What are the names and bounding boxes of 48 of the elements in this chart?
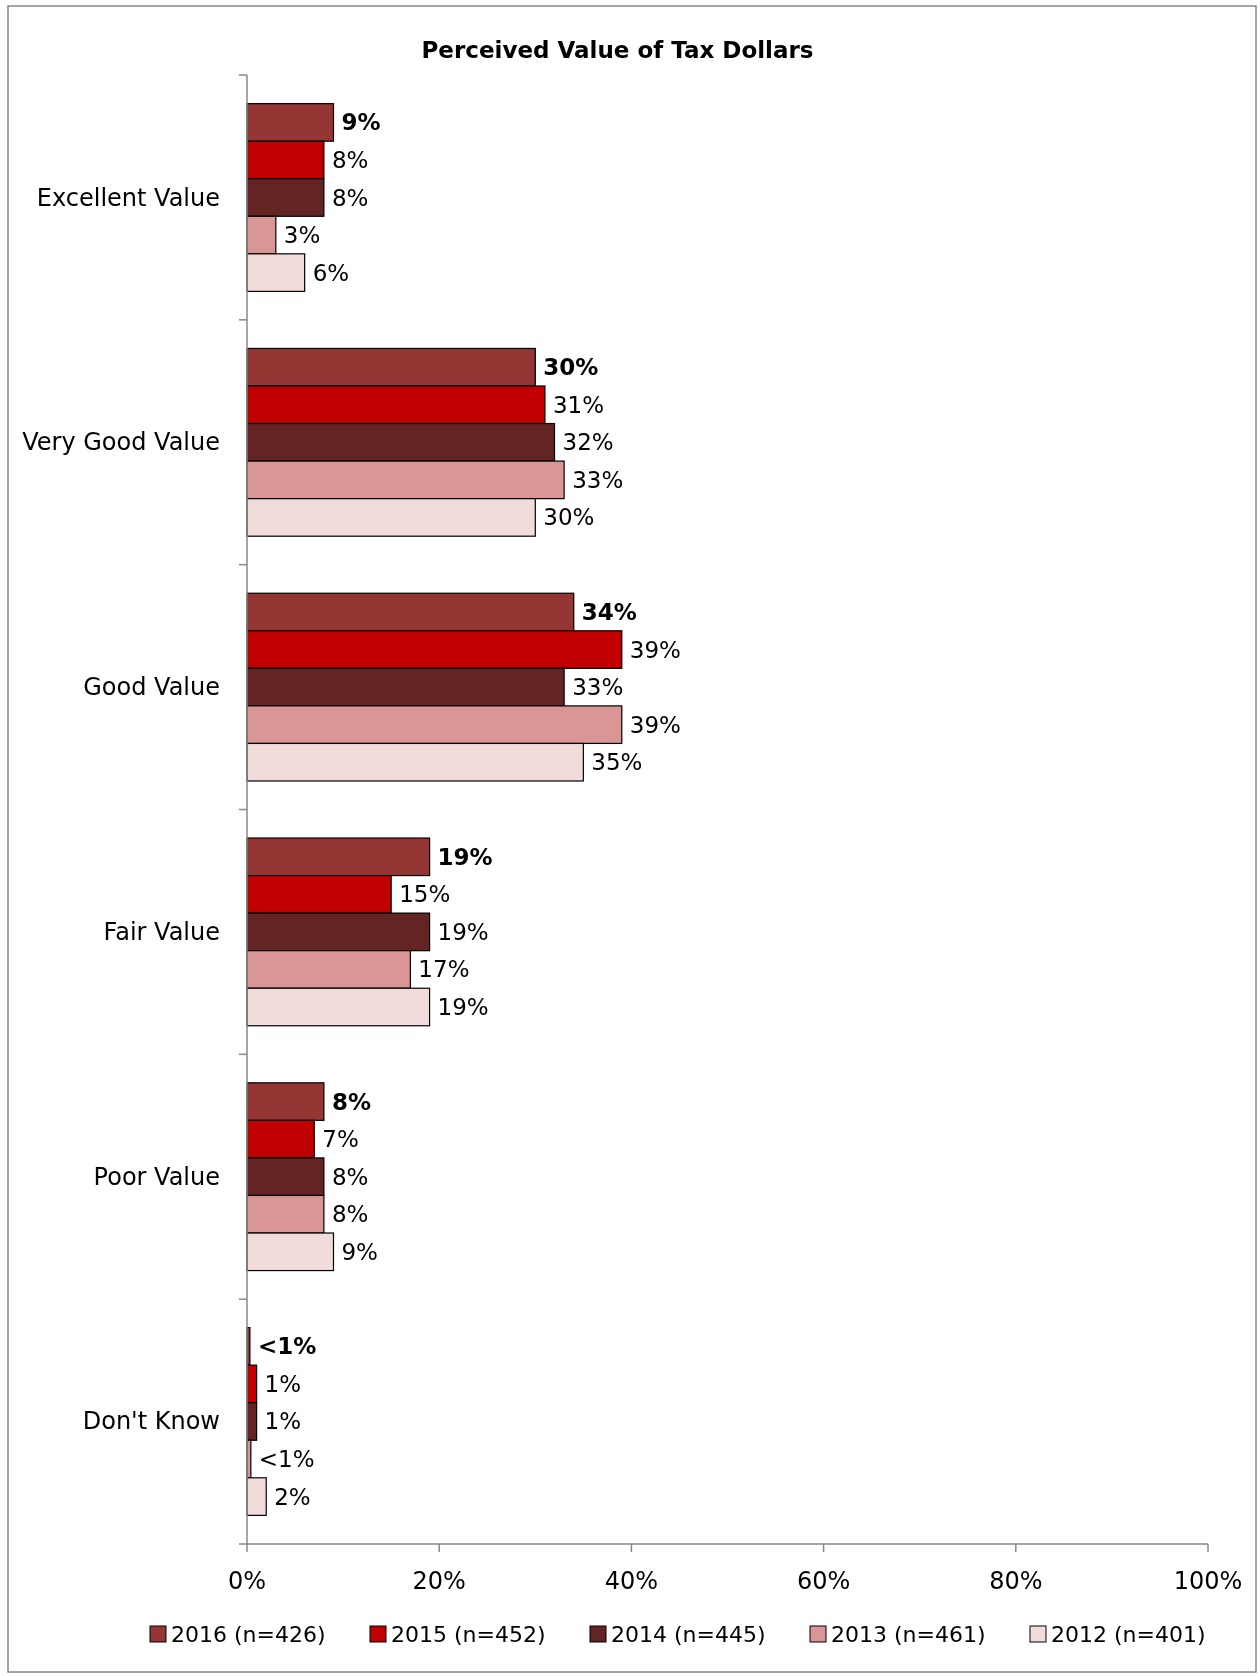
data-label: 1%	[264, 1408, 302, 1435]
x-tick-label: 20%	[412, 1567, 466, 1595]
data-label: 32%	[562, 429, 614, 456]
data-label: 30%	[543, 354, 599, 381]
data-label: 19%	[437, 918, 489, 945]
data-label: 8%	[331, 1163, 369, 1190]
data-label: 8%	[331, 146, 369, 173]
data-label: 35%	[591, 749, 643, 776]
x-tick-label: 100%	[1173, 1567, 1243, 1595]
data-label: 31%	[552, 391, 605, 418]
data-label: 9%	[341, 109, 381, 136]
data-label: 2%	[274, 1483, 311, 1510]
data-label: 1%	[264, 1370, 302, 1397]
y-tick-label: Very Good Value	[22, 428, 220, 457]
data-label: 19%	[437, 843, 493, 870]
legend-label: 2014 (n=445)	[611, 1621, 766, 1647]
data-label: 7%	[322, 1126, 359, 1153]
data-label: 39%	[629, 636, 681, 663]
y-tick-label: Poor Value	[93, 1162, 220, 1191]
data-label: 19%	[437, 994, 489, 1020]
data-label: 3%	[283, 222, 321, 249]
data-label: <1%	[257, 1333, 317, 1360]
x-tick-label: 40%	[604, 1567, 659, 1595]
data-label: 30%	[543, 504, 595, 531]
legend-label: 2016 (n=426)	[171, 1621, 326, 1647]
data-label: 8%	[331, 184, 369, 211]
data-label: 33%	[572, 466, 624, 493]
y-tick-label: Good Value	[83, 673, 220, 702]
data-label: 17%	[418, 956, 470, 983]
y-tick-label: Don't Know	[82, 1407, 220, 1436]
data-label: 33%	[572, 674, 624, 701]
x-tick-label: 0%	[227, 1567, 267, 1595]
chart-title: Perceived Value of Tax Dollars	[421, 37, 814, 63]
x-tick-label: 60%	[796, 1567, 851, 1595]
data-label: <1%	[258, 1446, 315, 1473]
y-tick-label: Fair Value	[103, 917, 220, 946]
data-label: 6%	[312, 259, 350, 286]
y-tick-label: Excellent Value	[36, 183, 220, 212]
data-label: 8%	[331, 1201, 369, 1228]
legend-label: 2013 (n=461)	[831, 1621, 986, 1647]
x-tick-label: 80%	[989, 1567, 1043, 1595]
data-label: 8%	[331, 1088, 371, 1115]
legend-label: 2015 (n=452)	[391, 1621, 546, 1647]
data-label: 9%	[341, 1238, 378, 1265]
data-label: 39%	[629, 711, 681, 738]
data-label: 34%	[581, 599, 637, 625]
legend-label: 2012 (n=401)	[1051, 1621, 1206, 1647]
data-label: 15%	[399, 881, 451, 908]
